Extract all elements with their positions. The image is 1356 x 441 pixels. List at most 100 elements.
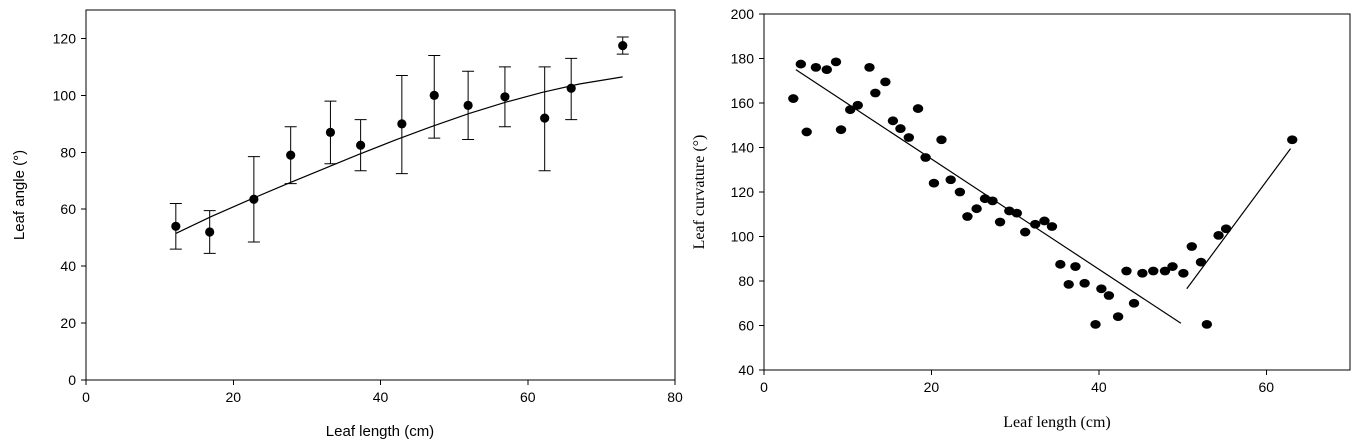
- data-point: [1128, 298, 1140, 308]
- data-point: [1103, 291, 1115, 300]
- data-point: [1137, 268, 1148, 278]
- data-point: [887, 116, 899, 126]
- data-point: [1159, 266, 1171, 276]
- data-point: [1039, 216, 1050, 226]
- data-point: [1063, 279, 1074, 289]
- x-tick-label: 20: [225, 389, 241, 405]
- data-point: [463, 100, 473, 110]
- data-point: [928, 178, 940, 188]
- data-point: [540, 113, 550, 123]
- data-point: [1055, 259, 1066, 269]
- data-point: [397, 119, 407, 129]
- y-tick-label: 100: [53, 87, 77, 103]
- data-point: [945, 175, 956, 185]
- data-point: [1046, 222, 1058, 231]
- data-point: [286, 150, 296, 160]
- y-tick-label: 200: [731, 6, 755, 22]
- plot-frame: [85, 9, 676, 381]
- error-bars: [169, 36, 629, 254]
- data-point: [795, 59, 807, 69]
- data-point: [880, 77, 891, 87]
- data-point: [1096, 284, 1107, 294]
- y-tick-label: 60: [738, 318, 754, 334]
- data-points: [788, 57, 1298, 329]
- data-points: [171, 40, 628, 237]
- data-point: [954, 187, 966, 197]
- y-axis-label: Leaf curvature (°): [691, 135, 708, 250]
- data-point: [830, 57, 842, 67]
- y-tick-label: 100: [731, 229, 755, 245]
- data-point: [1090, 319, 1101, 329]
- y-tick-label: 180: [731, 51, 755, 67]
- data-point: [429, 90, 439, 100]
- data-point: [903, 133, 915, 142]
- x-tick-label: 0: [760, 379, 768, 395]
- data-point: [1213, 230, 1224, 240]
- x-axis-label: Leaf length (cm): [326, 423, 434, 440]
- y-tick-label: 140: [731, 140, 755, 156]
- x-tick-label: 0: [82, 389, 90, 405]
- y-tick-label: 80: [738, 273, 754, 289]
- fit-lines: [795, 69, 1292, 324]
- y-tick-label: 40: [738, 362, 754, 378]
- data-point: [566, 83, 576, 93]
- fit-curve: [175, 76, 623, 234]
- data-point: [1112, 312, 1124, 321]
- y-axis: 40 60 80 100 120 140 160 180 200: [731, 6, 764, 378]
- data-point: [962, 212, 973, 221]
- x-tick-label: 40: [373, 389, 389, 405]
- data-point: [1186, 242, 1197, 251]
- data-point: [821, 65, 832, 75]
- x-tick-label: 60: [1258, 379, 1274, 395]
- y-tick-label: 60: [60, 201, 76, 217]
- x-axis: 0 20 40 60: [760, 370, 1274, 395]
- y-axis: 0 20 40 60 80 100 120: [53, 30, 86, 388]
- x-axis: 0 20 40 60 80: [82, 380, 683, 405]
- data-point: [895, 124, 906, 133]
- leaf-curvature-chart: 40 60 80 100 120 140 160 180 200 0 20 40 60 Leaf le…: [691, 6, 1351, 431]
- data-point: [1148, 266, 1159, 276]
- data-point: [1121, 266, 1132, 276]
- data-point: [1220, 224, 1232, 234]
- data-point: [987, 196, 998, 206]
- data-point: [810, 63, 822, 72]
- data-point: [1070, 262, 1081, 271]
- data-point: [618, 40, 628, 51]
- data-point: [1167, 262, 1178, 271]
- data-point: [788, 94, 799, 103]
- data-point: [845, 105, 856, 115]
- x-axis-label: Leaf length (cm): [1003, 414, 1111, 431]
- data-point: [1079, 278, 1090, 288]
- data-point: [249, 194, 259, 204]
- fit-line: [1186, 148, 1292, 290]
- data-point: [864, 63, 875, 72]
- data-point: [835, 125, 847, 135]
- plot-frame: [763, 13, 1351, 371]
- x-tick-label: 80: [667, 389, 683, 405]
- data-point: [852, 100, 863, 110]
- data-point: [971, 204, 982, 214]
- data-point: [912, 104, 924, 113]
- y-tick-label: 20: [60, 315, 76, 331]
- x-tick-label: 60: [520, 389, 536, 405]
- data-point: [1287, 135, 1298, 145]
- data-point: [171, 221, 181, 231]
- data-point: [994, 217, 1006, 227]
- y-tick-label: 120: [53, 30, 77, 46]
- y-tick-label: 0: [68, 372, 76, 388]
- data-point: [870, 88, 881, 98]
- y-tick-label: 40: [60, 258, 76, 274]
- data-point: [1201, 319, 1213, 329]
- data-point: [801, 127, 812, 137]
- y-tick-label: 160: [731, 95, 755, 111]
- x-tick-label: 40: [1091, 379, 1107, 395]
- data-point: [1019, 227, 1031, 237]
- data-point: [1178, 268, 1189, 278]
- data-point: [1030, 219, 1041, 229]
- y-tick-label: 80: [60, 144, 76, 160]
- leaf-angle-chart: 0 20 40 60 80 100 120 0 20 40 60 80 Leaf length (c…: [11, 9, 683, 440]
- x-tick-label: 20: [924, 379, 940, 395]
- data-point: [325, 127, 336, 137]
- data-point: [1195, 257, 1207, 267]
